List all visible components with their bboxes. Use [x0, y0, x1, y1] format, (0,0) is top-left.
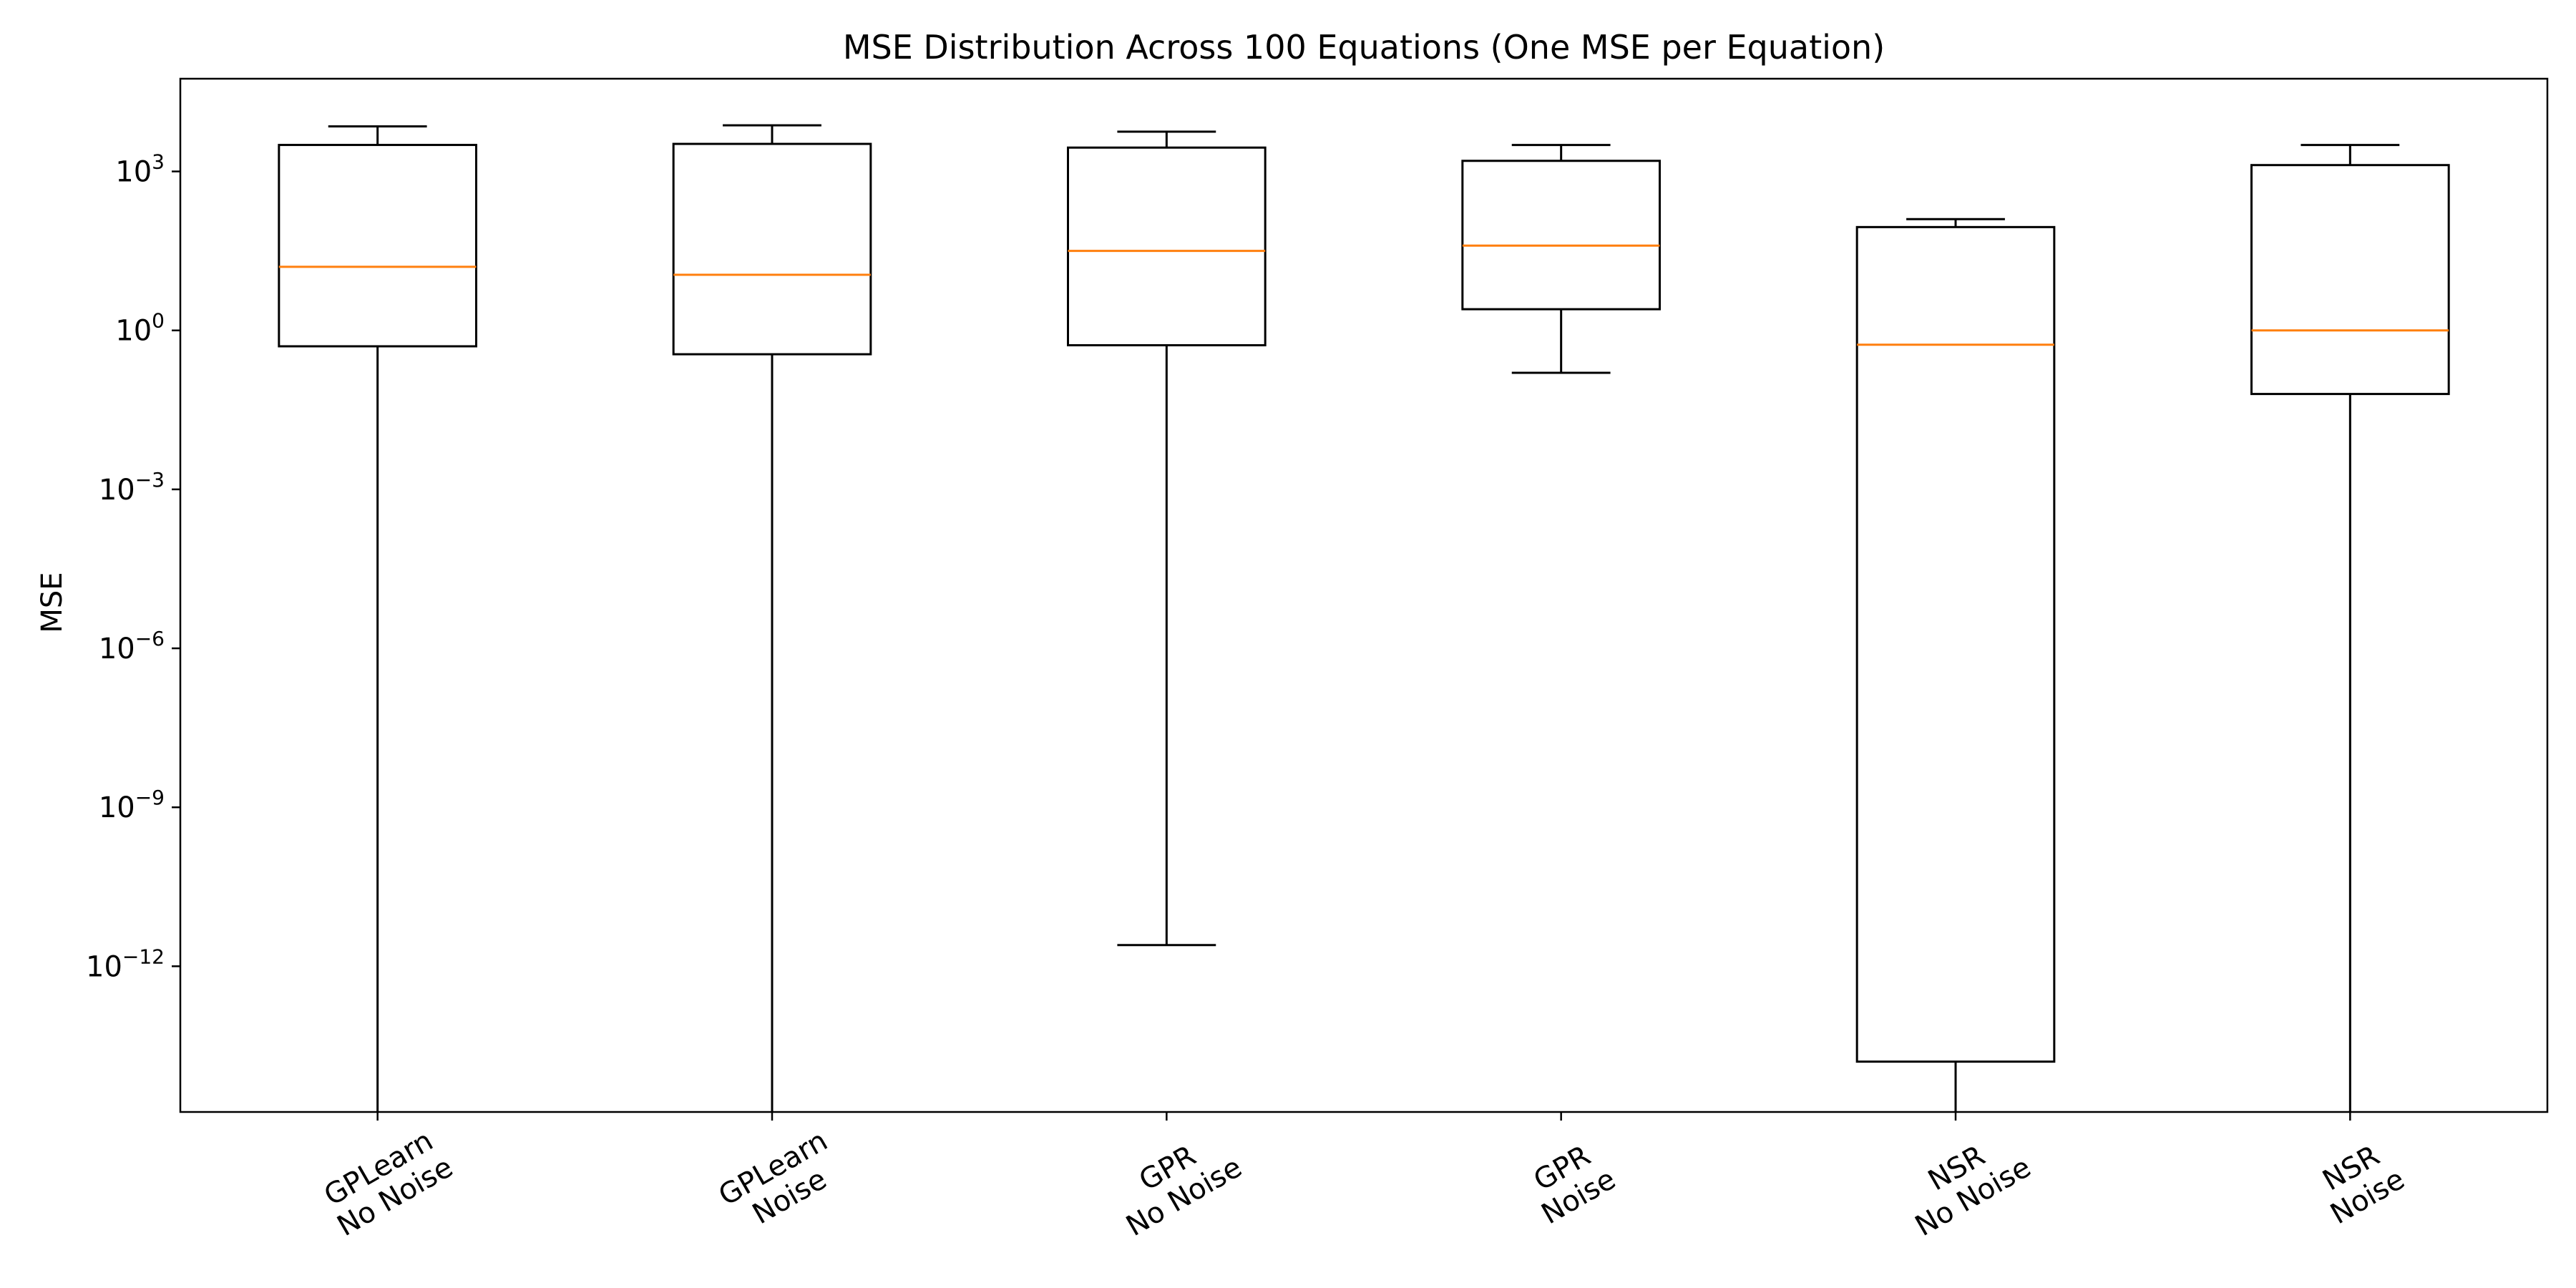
- iqr-box: [1067, 146, 1267, 346]
- y-tick-label: 10−12: [86, 945, 165, 983]
- y-tick-label: 10−9: [99, 786, 165, 824]
- y-tick-label: 103: [115, 150, 165, 189]
- box-4: [1461, 144, 1662, 374]
- y-tick-label: 100: [115, 309, 165, 348]
- box-3: [1067, 130, 1267, 947]
- box-5: [1855, 218, 2056, 1112]
- plot-frame: [179, 77, 2549, 1113]
- iqr-box: [672, 142, 872, 356]
- y-axis-label: MSE: [36, 572, 69, 633]
- iqr-box: [1855, 225, 2056, 1063]
- box-1: [278, 125, 477, 1112]
- chart-title: MSE Distribution Across 100 Equations (O…: [843, 28, 1885, 67]
- y-axis: 103 100 10−3 10−6 10−9 10−12: [86, 150, 180, 983]
- box-6: [2250, 144, 2450, 1112]
- y-tick-label: 10−3: [99, 468, 165, 507]
- plot-area: [278, 124, 2450, 1112]
- box-2: [672, 124, 872, 1112]
- y-tick-label: 10−6: [99, 627, 165, 665]
- iqr-box: [1461, 160, 1662, 311]
- iqr-box: [2250, 164, 2450, 396]
- iqr-box: [278, 144, 477, 348]
